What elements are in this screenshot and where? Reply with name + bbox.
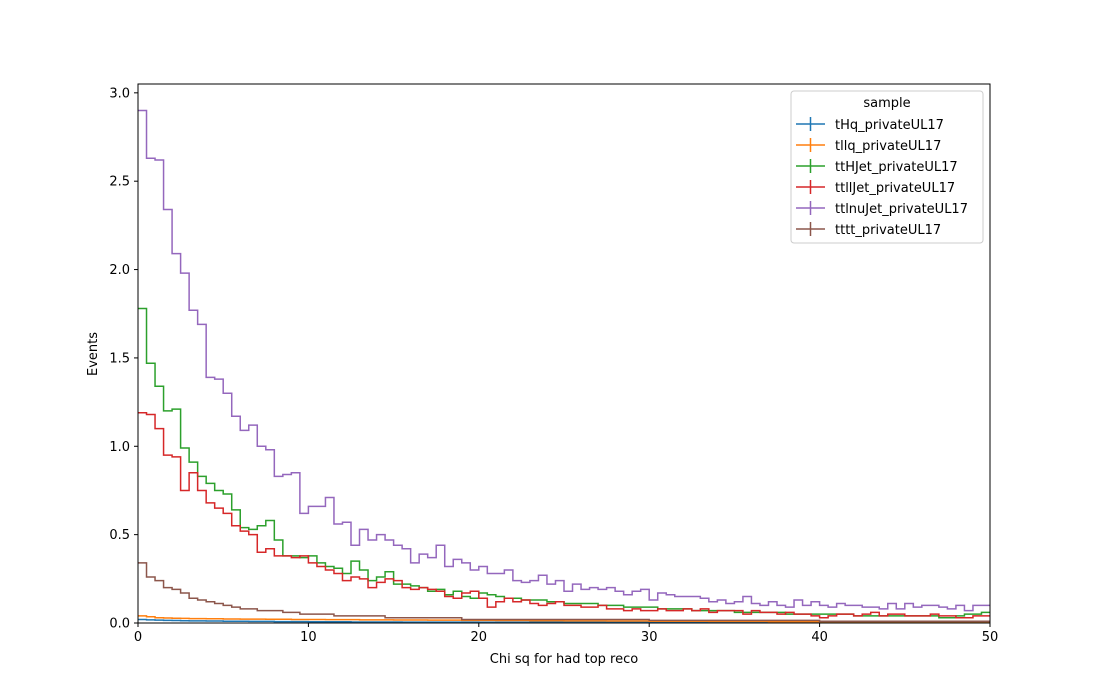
- y-tick-label: 1.0: [109, 440, 130, 455]
- series-line-4: [138, 109, 990, 612]
- legend-label: ttllJet_privateUL17: [835, 181, 955, 196]
- series-layer: [138, 109, 990, 624]
- x-tick-label: 40: [811, 630, 828, 645]
- legend-label: ttlnuJet_privateUL17: [835, 202, 968, 217]
- legend-entry-4: ttlnuJet_privateUL17: [796, 201, 968, 217]
- series-line-5: [138, 562, 990, 622]
- legend-label: ttHJet_privateUL17: [835, 160, 958, 175]
- x-tick-label: 10: [300, 630, 317, 645]
- legend-entry-5: tttt_privateUL17: [796, 222, 941, 238]
- x-tick-label: 50: [982, 630, 999, 645]
- legend: sample tHq_privateUL17 tllq_privateUL17tt…: [790, 90, 984, 244]
- plot-frame: [137, 83, 991, 624]
- legend-items: tHq_privateUL17 tllq_privateUL17 ttHJet_pr…: [796, 117, 968, 238]
- x-axis-ticks: 0 10 20 30 40 50: [134, 623, 998, 645]
- series-line-2: [138, 307, 990, 619]
- y-tick-label: 0.0: [109, 617, 130, 632]
- legend-entry-1: tllq_privateUL17: [796, 138, 941, 154]
- legend-box: [790, 90, 984, 244]
- series-line-3: [138, 411, 990, 619]
- legend-label: tHq_privateUL17: [835, 118, 944, 133]
- y-tick-label: 0.5: [109, 528, 130, 543]
- x-tick-label: 0: [134, 630, 142, 645]
- y-axis-ticks: 0.0 0.5 1.0 1.5 2.0 2.5 3.0: [109, 86, 138, 632]
- y-tick-label: 3.0: [109, 86, 130, 101]
- y-tick-label: 2.0: [109, 263, 130, 278]
- legend-entry-0: tHq_privateUL17: [796, 117, 944, 133]
- y-tick-label: 1.5: [109, 351, 130, 366]
- legend-title: sample: [863, 96, 910, 111]
- y-tick-label: 2.5: [109, 175, 130, 190]
- x-tick-label: 20: [471, 630, 488, 645]
- series-line-1: [138, 615, 990, 623]
- legend-label: tllq_privateUL17: [835, 139, 941, 154]
- legend-label: tttt_privateUL17: [835, 223, 941, 238]
- series-line-0: [138, 618, 990, 624]
- y-axis-label: Events: [86, 332, 101, 376]
- x-tick-label: 30: [641, 630, 658, 645]
- legend-entry-3: ttllJet_privateUL17: [796, 180, 955, 196]
- x-axis-label: Chi sq for had top reco: [490, 652, 638, 667]
- legend-entry-2: ttHJet_privateUL17: [796, 159, 958, 175]
